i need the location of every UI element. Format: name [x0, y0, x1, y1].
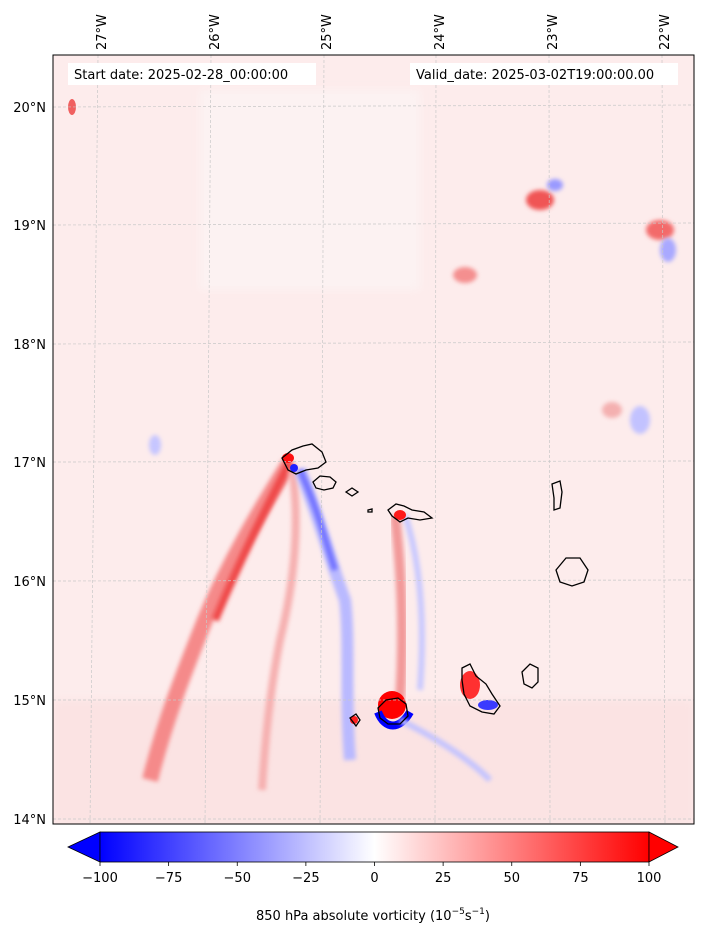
lat-tick-label: 14°N	[13, 813, 46, 828]
start-date-box	[68, 63, 316, 85]
colorbar-tick-label: 100	[637, 871, 662, 886]
gridlines	[53, 55, 694, 824]
santiago-coastline	[461, 663, 501, 715]
colorbar-ticks: −100 −75 −50 −25 0 25 50 75 100	[82, 862, 661, 886]
sao-vicente-coastline	[312, 475, 337, 491]
fogo-coastline	[377, 697, 409, 725]
colorbar-low-extension	[67, 831, 101, 863]
colorbar-high-extension	[648, 831, 679, 863]
lat-tick-label: 20°N	[13, 101, 46, 116]
longitude-tick-labels: 27°W 26°W 25°W 24°W 23°W 22°W	[95, 14, 673, 50]
valid-date-label: Valid_date: 2025-03-02T19:00:00.00	[416, 68, 654, 83]
lon-tick-label: 23°W	[546, 14, 561, 50]
maio-coastline	[521, 663, 539, 689]
colorbar-tick-label: 50	[503, 871, 520, 886]
colorbar-label: 850 hPa absolute vorticity (10−5s−1)	[256, 907, 490, 924]
lon-tick-label: 26°W	[208, 14, 223, 50]
lat-tick-label: 15°N	[13, 694, 46, 709]
colorbar-tick-label: −75	[155, 871, 182, 886]
start-date-label: Start date: 2025-02-28_00:00:00	[74, 68, 288, 83]
valid-date-box	[410, 63, 678, 85]
island-coastlines	[281, 443, 589, 728]
map-frame	[52, 54, 695, 825]
colorbar-tick-label: 75	[572, 871, 589, 886]
latitude-tick-labels: 20°N 19°N 18°N 17°N 16°N 15°N 14°N	[13, 101, 46, 828]
colorbar-tick-label: −100	[82, 871, 118, 886]
lon-tick-label: 27°W	[95, 14, 110, 50]
lat-tick-label: 19°N	[13, 219, 46, 234]
sal-coastline	[551, 480, 563, 511]
colorbar-tick-label: 0	[370, 871, 378, 886]
colorbar-tick-label: −50	[224, 871, 251, 886]
colorbar: −100 −75 −50 −25 0 25 50 75 100 850 hPa absolute…	[67, 831, 679, 924]
lat-tick-label: 18°N	[13, 338, 46, 353]
colorbar-tick-label: −25	[292, 871, 319, 886]
santa-luzia-coastline	[344, 487, 360, 497]
lon-tick-label: 24°W	[433, 14, 448, 50]
vorticity-field	[53, 55, 694, 824]
sao-nicolau-coastline	[387, 503, 434, 523]
lat-tick-label: 17°N	[13, 456, 46, 471]
lat-tick-label: 16°N	[13, 575, 46, 590]
boa-vista-coastline	[555, 557, 589, 587]
colorbar-tick-label: 25	[435, 871, 452, 886]
lon-tick-label: 25°W	[320, 14, 335, 50]
lon-tick-label: 22°W	[658, 14, 673, 50]
santo-antao-coastline	[281, 443, 327, 475]
colorbar-bar	[99, 831, 650, 863]
branco-raso-coastline	[367, 508, 373, 513]
brava-coastline	[349, 713, 361, 728]
